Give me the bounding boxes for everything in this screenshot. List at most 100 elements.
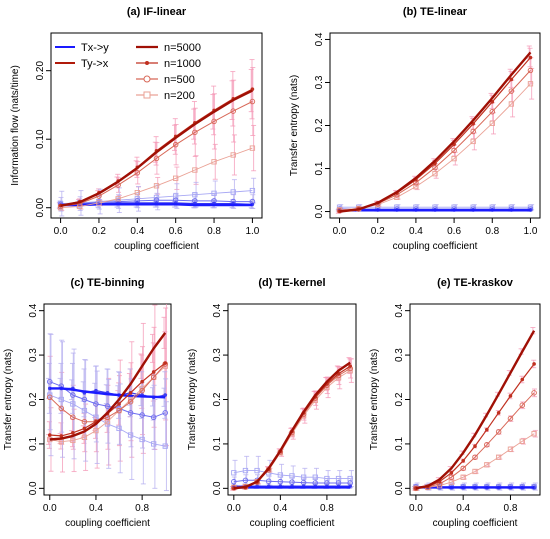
data-point bbox=[432, 171, 438, 177]
data-point bbox=[81, 434, 88, 440]
data-point bbox=[192, 192, 198, 198]
data-point bbox=[519, 438, 525, 444]
data-point bbox=[277, 478, 284, 485]
data-point bbox=[81, 418, 88, 425]
data-point bbox=[151, 370, 156, 374]
y-axis-label: Transfer entropy (nats) bbox=[187, 349, 198, 450]
data-point bbox=[70, 414, 76, 421]
plot-frame bbox=[409, 303, 541, 496]
data-point bbox=[485, 427, 489, 432]
data-point bbox=[484, 462, 490, 468]
data-point bbox=[507, 415, 514, 422]
y-tick-label: 0.1 bbox=[28, 437, 39, 451]
data-point bbox=[413, 183, 419, 190]
plot-frame bbox=[329, 32, 541, 219]
data-point bbox=[508, 101, 515, 107]
data-point bbox=[162, 410, 168, 416]
data-point bbox=[508, 394, 513, 398]
data-point bbox=[192, 167, 198, 173]
x-tick-label: 0.0 bbox=[409, 503, 423, 514]
data-point bbox=[116, 407, 122, 414]
series-line-tx-y-n200 bbox=[233, 470, 351, 480]
y-tick-label: 0.3 bbox=[212, 348, 223, 362]
data-point bbox=[59, 434, 64, 438]
data-point bbox=[461, 458, 465, 463]
x-axis-label: coupling coefficient bbox=[250, 518, 335, 529]
data-point bbox=[460, 474, 466, 480]
data-point bbox=[472, 454, 478, 460]
series-line-ty-x-n200 bbox=[49, 365, 166, 443]
x-axis-label: coupling coefficient bbox=[65, 518, 150, 529]
x-tick-label: 0.8 bbox=[207, 226, 221, 237]
x-tick-label: 0.4 bbox=[273, 503, 287, 514]
y-tick-label: 0.4 bbox=[28, 303, 39, 317]
series-line-tx-y-n500 bbox=[233, 479, 351, 484]
data-point bbox=[96, 200, 102, 206]
series-line-ty-x-n200 bbox=[60, 147, 253, 209]
data-point bbox=[211, 190, 217, 196]
data-point bbox=[47, 433, 52, 437]
data-point bbox=[81, 396, 88, 403]
y-tick-label: 0.1 bbox=[212, 437, 223, 451]
x-tick-label: 0.0 bbox=[333, 226, 347, 237]
series-line-ty-x-n1000 bbox=[339, 57, 531, 212]
data-point bbox=[150, 414, 157, 421]
x-tick-label: 0.4 bbox=[130, 226, 144, 237]
data-point bbox=[93, 401, 99, 407]
x-tick-label: 0.2 bbox=[371, 226, 385, 237]
data-point bbox=[496, 411, 501, 415]
x-axis-label: coupling coefficient bbox=[393, 241, 478, 252]
data-point bbox=[173, 175, 179, 181]
series-line-ty-x-n500 bbox=[415, 392, 535, 489]
legend-marker bbox=[143, 91, 151, 99]
y-tick-label: 0.1 bbox=[394, 437, 405, 451]
data-point bbox=[265, 478, 272, 484]
x-axis-label: coupling coefficient bbox=[114, 241, 199, 252]
data-point bbox=[449, 470, 454, 475]
data-point bbox=[254, 467, 260, 474]
data-point bbox=[230, 108, 236, 114]
data-point bbox=[70, 437, 76, 444]
y-axis-label: Transfer entropy (nats) bbox=[369, 349, 380, 450]
data-point bbox=[71, 431, 75, 435]
legend-label: Ty->x bbox=[81, 58, 109, 70]
data-point bbox=[249, 98, 256, 105]
x-tick-label: 0.6 bbox=[447, 226, 461, 237]
series-line-ty-x-n500 bbox=[60, 101, 253, 207]
data-point bbox=[47, 392, 53, 398]
data-point bbox=[134, 189, 140, 196]
panel-e: (e) TE-kraskov 0.0 0.4 0.8 coupling coeffici… bbox=[369, 277, 541, 529]
panel-title: (c) TE-binning bbox=[71, 277, 145, 289]
series-line-ty-x-n200 bbox=[415, 433, 535, 489]
data-point bbox=[495, 429, 502, 435]
data-point bbox=[150, 374, 157, 381]
series-line-tx-y-n500 bbox=[49, 381, 166, 418]
data-point bbox=[470, 138, 476, 145]
data-point bbox=[242, 467, 249, 474]
data-point bbox=[192, 129, 198, 136]
y-tick-label: 0.2 bbox=[314, 118, 325, 132]
data-point bbox=[115, 196, 121, 202]
data-point bbox=[231, 478, 237, 485]
data-point bbox=[348, 364, 352, 368]
plot-area bbox=[335, 45, 535, 214]
data-point bbox=[81, 407, 88, 414]
data-point bbox=[531, 431, 537, 437]
data-point bbox=[47, 378, 53, 385]
series-line-ty-x-n200 bbox=[339, 83, 531, 211]
data-point bbox=[127, 410, 134, 416]
x-tick-label: 0.0 bbox=[227, 503, 241, 514]
data-point bbox=[139, 387, 145, 394]
data-point bbox=[528, 55, 533, 60]
series-line-tx-y-n500 bbox=[60, 199, 253, 205]
data-point bbox=[470, 128, 476, 135]
data-point bbox=[140, 379, 144, 384]
data-point bbox=[58, 405, 65, 412]
data-point bbox=[532, 362, 536, 366]
data-point bbox=[249, 145, 256, 151]
series-line-ty-x-n1000 bbox=[233, 365, 351, 489]
y-tick-label: 0.0 bbox=[394, 481, 405, 495]
x-tick-label: 0.4 bbox=[456, 503, 470, 514]
panel-title: (b) TE-linear bbox=[403, 6, 468, 18]
